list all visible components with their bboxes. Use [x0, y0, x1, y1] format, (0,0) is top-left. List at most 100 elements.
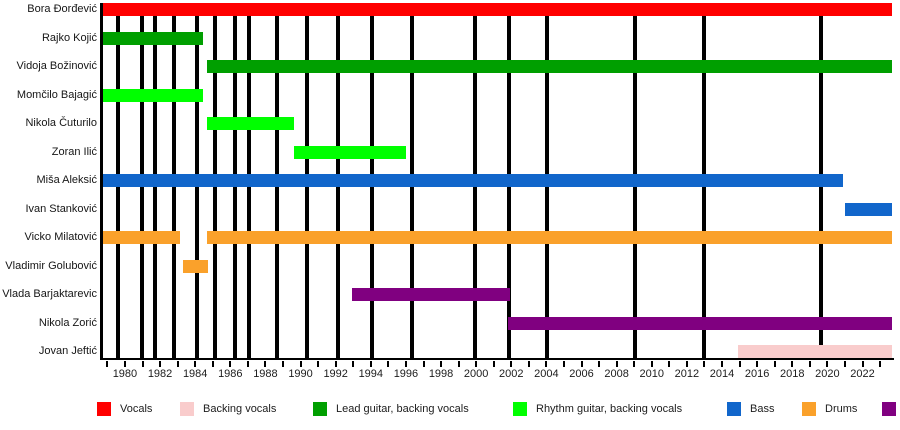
member-bar — [103, 174, 844, 187]
member-bar — [103, 88, 204, 102]
x-axis-tick-label: 2004 — [534, 368, 559, 380]
x-axis-tick — [826, 360, 829, 367]
x-axis-tick — [633, 360, 636, 367]
x-axis-tick — [475, 360, 478, 367]
x-axis-tick — [387, 360, 390, 367]
x-axis-tick — [404, 360, 407, 367]
member-label: Miša Aleksić — [36, 174, 97, 186]
x-axis-tick-label: 2018 — [780, 368, 805, 380]
x-axis-tick-label: 1998 — [428, 368, 454, 380]
x-axis-tick — [229, 360, 232, 367]
x-axis-tick-label: 1996 — [393, 368, 419, 380]
x-axis-tick — [510, 360, 513, 367]
x-axis-tick-label: 1986 — [218, 368, 243, 380]
x-axis-tick-label: 1982 — [147, 368, 173, 380]
legend-label-lead_guitar: Lead guitar, backing vocals — [336, 403, 469, 415]
legend-swatch-lead_guitar — [313, 402, 327, 416]
x-axis-tick — [527, 360, 530, 367]
member-label: Vlada Barjaktarevic — [2, 288, 97, 300]
x-axis-tick — [440, 360, 443, 367]
x-axis-tick — [773, 360, 776, 367]
x-axis-tick-label: 2010 — [639, 368, 665, 380]
x-axis-tick — [176, 360, 179, 367]
x-axis-tick — [861, 360, 864, 367]
x-axis-tick — [492, 360, 495, 367]
member-label: Vidoja Božinović — [16, 60, 97, 72]
x-axis-tick-label: 2012 — [674, 368, 700, 380]
member-label: Momčilo Bajagić — [16, 88, 97, 101]
x-axis-tick-label: 2008 — [604, 368, 629, 380]
x-axis-tick — [738, 360, 741, 367]
x-axis-tick — [352, 360, 355, 367]
x-axis-tick — [282, 360, 284, 367]
x-axis-tick — [685, 360, 688, 367]
member-bar — [103, 231, 181, 244]
member-bar — [352, 288, 511, 301]
x-axis-tick — [808, 360, 811, 367]
member-bar — [207, 231, 893, 244]
x-axis-tick-label: 2020 — [815, 368, 840, 380]
member-bar — [182, 259, 209, 273]
x-axis-tick-label: 2016 — [744, 368, 770, 380]
x-axis-tick — [123, 360, 126, 367]
member-label: Zoran Ilić — [51, 145, 97, 158]
x-axis-tick — [545, 360, 548, 367]
member-bar — [293, 145, 406, 159]
x-axis-tick — [879, 360, 882, 367]
x-axis-tick — [457, 360, 460, 367]
legend-label-drums: Drums — [825, 403, 858, 415]
x-axis-tick-label: 1992 — [323, 368, 348, 380]
x-axis-tick — [580, 360, 583, 367]
member-bar — [844, 202, 892, 216]
member-label: Vladimir Golubović — [5, 259, 97, 272]
legend-swatch-backing_vocals — [180, 402, 194, 416]
x-axis-tick — [721, 360, 724, 367]
member-bar — [103, 3, 893, 16]
x-axis-tick — [211, 360, 214, 367]
x-axis-tick — [299, 360, 302, 367]
x-axis-tick — [106, 360, 109, 367]
x-axis-tick — [317, 360, 320, 367]
x-axis-tick — [650, 360, 653, 367]
x-axis-tick-label: 1990 — [288, 368, 313, 380]
x-axis-tick-label: 1988 — [253, 368, 278, 380]
legend-swatch-drums — [802, 402, 816, 416]
legend-label-rhythm_guitar: Rhythm guitar, backing vocals — [536, 403, 683, 415]
member-bar — [103, 31, 204, 45]
x-axis-tick — [843, 360, 846, 367]
x-axis-tick-label: 1994 — [358, 368, 384, 380]
x-axis-tick-label: 2014 — [709, 368, 735, 380]
x-axis-tick — [791, 360, 794, 367]
x-axis-tick — [369, 360, 372, 367]
x-axis-tick — [615, 360, 618, 367]
legend-swatch-keyboards — [882, 402, 896, 416]
x-axis-tick-label: 1980 — [112, 368, 138, 380]
member-label: Nikola Zorić — [38, 316, 97, 329]
x-axis-tick — [264, 360, 267, 367]
member-label: Vicko Milatović — [24, 231, 97, 243]
member-label: Ivan Stanković — [25, 202, 97, 215]
x-axis-tick — [141, 360, 144, 367]
x-axis-tick-label: 2006 — [569, 368, 594, 380]
legend-swatch-vocals — [97, 402, 111, 416]
plot-left-border — [99, 3, 103, 360]
x-axis-tick-label: 2022 — [850, 368, 875, 380]
member-bar — [507, 316, 893, 330]
x-axis-tick — [422, 360, 425, 367]
member-bar — [207, 60, 893, 73]
legend-swatch-bass — [727, 402, 741, 416]
member-label: Rajko Kojić — [41, 31, 97, 44]
x-axis-tick — [562, 360, 565, 367]
member-bar — [737, 345, 893, 358]
x-axis-tick — [194, 360, 197, 367]
x-axis-tick-label: 1984 — [182, 368, 208, 380]
x-axis-tick — [159, 360, 162, 367]
member-label: Bora Đorđević — [27, 3, 97, 15]
x-axis-tick — [668, 360, 671, 367]
x-axis-tick-label: 2000 — [463, 368, 489, 380]
member-bar — [207, 117, 294, 130]
x-axis-tick — [598, 360, 601, 367]
legend-label-bass: Bass — [750, 403, 775, 415]
x-axis-baseline — [99, 358, 894, 361]
